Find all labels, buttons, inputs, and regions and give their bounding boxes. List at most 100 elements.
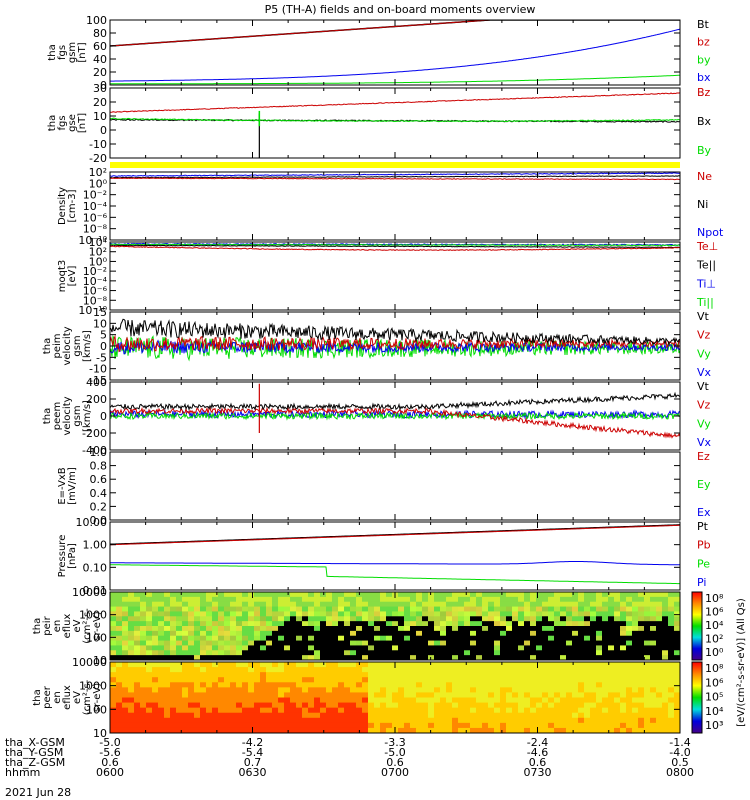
heatmap-cell (668, 601, 675, 608)
heatmap-cell (554, 611, 561, 617)
heatmap-cell (572, 697, 579, 704)
heatmap-cell (158, 626, 165, 632)
heatmap-cell (428, 592, 435, 598)
heatmap-cell (158, 640, 165, 647)
heatmap-cell (530, 722, 537, 729)
heatmap-cell (554, 630, 561, 637)
heatmap-cell (416, 640, 423, 647)
heatmap-cell (362, 687, 369, 694)
heatmap-cell (590, 677, 597, 683)
heatmap-cell (500, 645, 507, 651)
heatmap-cell (170, 611, 177, 617)
heatmap-cell (362, 611, 369, 617)
heatmap-cell (152, 611, 159, 617)
heatmap-cell (290, 650, 297, 656)
heatmap-cell (128, 606, 135, 613)
heatmap-cell (524, 606, 531, 613)
heatmap-cell (290, 616, 297, 622)
heatmap-cell (182, 611, 189, 617)
heatmap-cell (308, 702, 315, 709)
heatmap-cell (494, 712, 501, 719)
heatmap-cell (248, 630, 255, 637)
heatmap-cell (116, 596, 123, 603)
heatmap-cell (290, 662, 297, 668)
heatmap-cell (464, 702, 471, 709)
heatmap-cell (110, 727, 117, 733)
heatmap-cell (128, 717, 135, 724)
heatmap-cell (578, 650, 585, 656)
heatmap-cell (554, 596, 561, 603)
heatmap-cell (356, 692, 363, 699)
heatmap-cell (206, 682, 213, 688)
heatmap-cell (392, 717, 399, 724)
heatmap-cell (494, 621, 501, 627)
heatmap-cell (602, 592, 609, 598)
heatmap-cell (464, 655, 471, 660)
heatmap-cell (218, 626, 225, 632)
heatmap-cell (626, 687, 633, 694)
heatmap-cell (230, 687, 237, 694)
heatmap-cell (116, 592, 123, 598)
heatmap-cell (188, 707, 195, 714)
heatmap-cell (188, 677, 195, 683)
heatmap-cell (362, 621, 369, 627)
heatmap-cell (386, 697, 393, 704)
heatmap-cell (110, 672, 117, 678)
heatmap-cell (440, 702, 447, 709)
heatmap-cell (662, 662, 669, 668)
heatmap-cell (182, 645, 189, 651)
heatmap-cell (434, 592, 441, 598)
heatmap-cell (284, 606, 291, 613)
heatmap-cell (236, 677, 243, 683)
heatmap-cell (464, 722, 471, 729)
heatmap-cell (632, 611, 639, 617)
heatmap-cell (374, 682, 381, 688)
heatmap-cell (416, 692, 423, 699)
heatmap-cell (350, 677, 357, 683)
heatmap-cell (614, 707, 621, 714)
heatmap-cell (506, 596, 513, 603)
heatmap-cell (560, 697, 567, 704)
heatmap-cell (122, 662, 129, 668)
heatmap-cell (512, 611, 519, 617)
ytick-label: 10⁻⁶ (83, 211, 108, 224)
heatmap-cell (122, 727, 129, 733)
heatmap-cell (560, 692, 567, 699)
heatmap-cell (212, 606, 219, 613)
heatmap-cell (362, 596, 369, 603)
heatmap-cell (410, 702, 417, 709)
heatmap-cell (398, 616, 405, 622)
heatmap-cell (662, 616, 669, 622)
heatmap-cell (248, 682, 255, 688)
heatmap-cell (380, 667, 387, 673)
heatmap-cell (110, 667, 117, 673)
heatmap-cell (338, 630, 345, 637)
heatmap-cell (206, 712, 213, 719)
ytick-label: 0 (100, 410, 107, 423)
heatmap-cell (524, 592, 531, 598)
heatmap-cell (656, 640, 663, 647)
heatmap-cell (266, 687, 273, 694)
heatmap-cell (452, 682, 459, 688)
heatmap-cell (320, 606, 327, 613)
heatmap-cell (230, 692, 237, 699)
heatmap-cell (572, 682, 579, 688)
heatmap-cell (350, 702, 357, 709)
heatmap-cell (110, 611, 117, 617)
heatmap-cell (230, 645, 237, 651)
ytick-label: 10⁻⁶ (83, 285, 108, 298)
heatmap-cell (344, 655, 351, 660)
heatmap-cell (518, 616, 525, 622)
heatmap-cell (248, 662, 255, 668)
heatmap-cell (662, 630, 669, 637)
heatmap-cell (506, 697, 513, 704)
heatmap-cell (608, 692, 615, 699)
heatmap-cell (362, 616, 369, 622)
heatmap-cell (320, 687, 327, 694)
heatmap-cell (614, 662, 621, 668)
heatmap-cell (314, 692, 321, 699)
heatmap-cell (602, 640, 609, 647)
heatmap-cell (578, 682, 585, 688)
heatmap-cell (434, 727, 441, 733)
footer-row-label: tha_X-GSM (5, 736, 65, 749)
